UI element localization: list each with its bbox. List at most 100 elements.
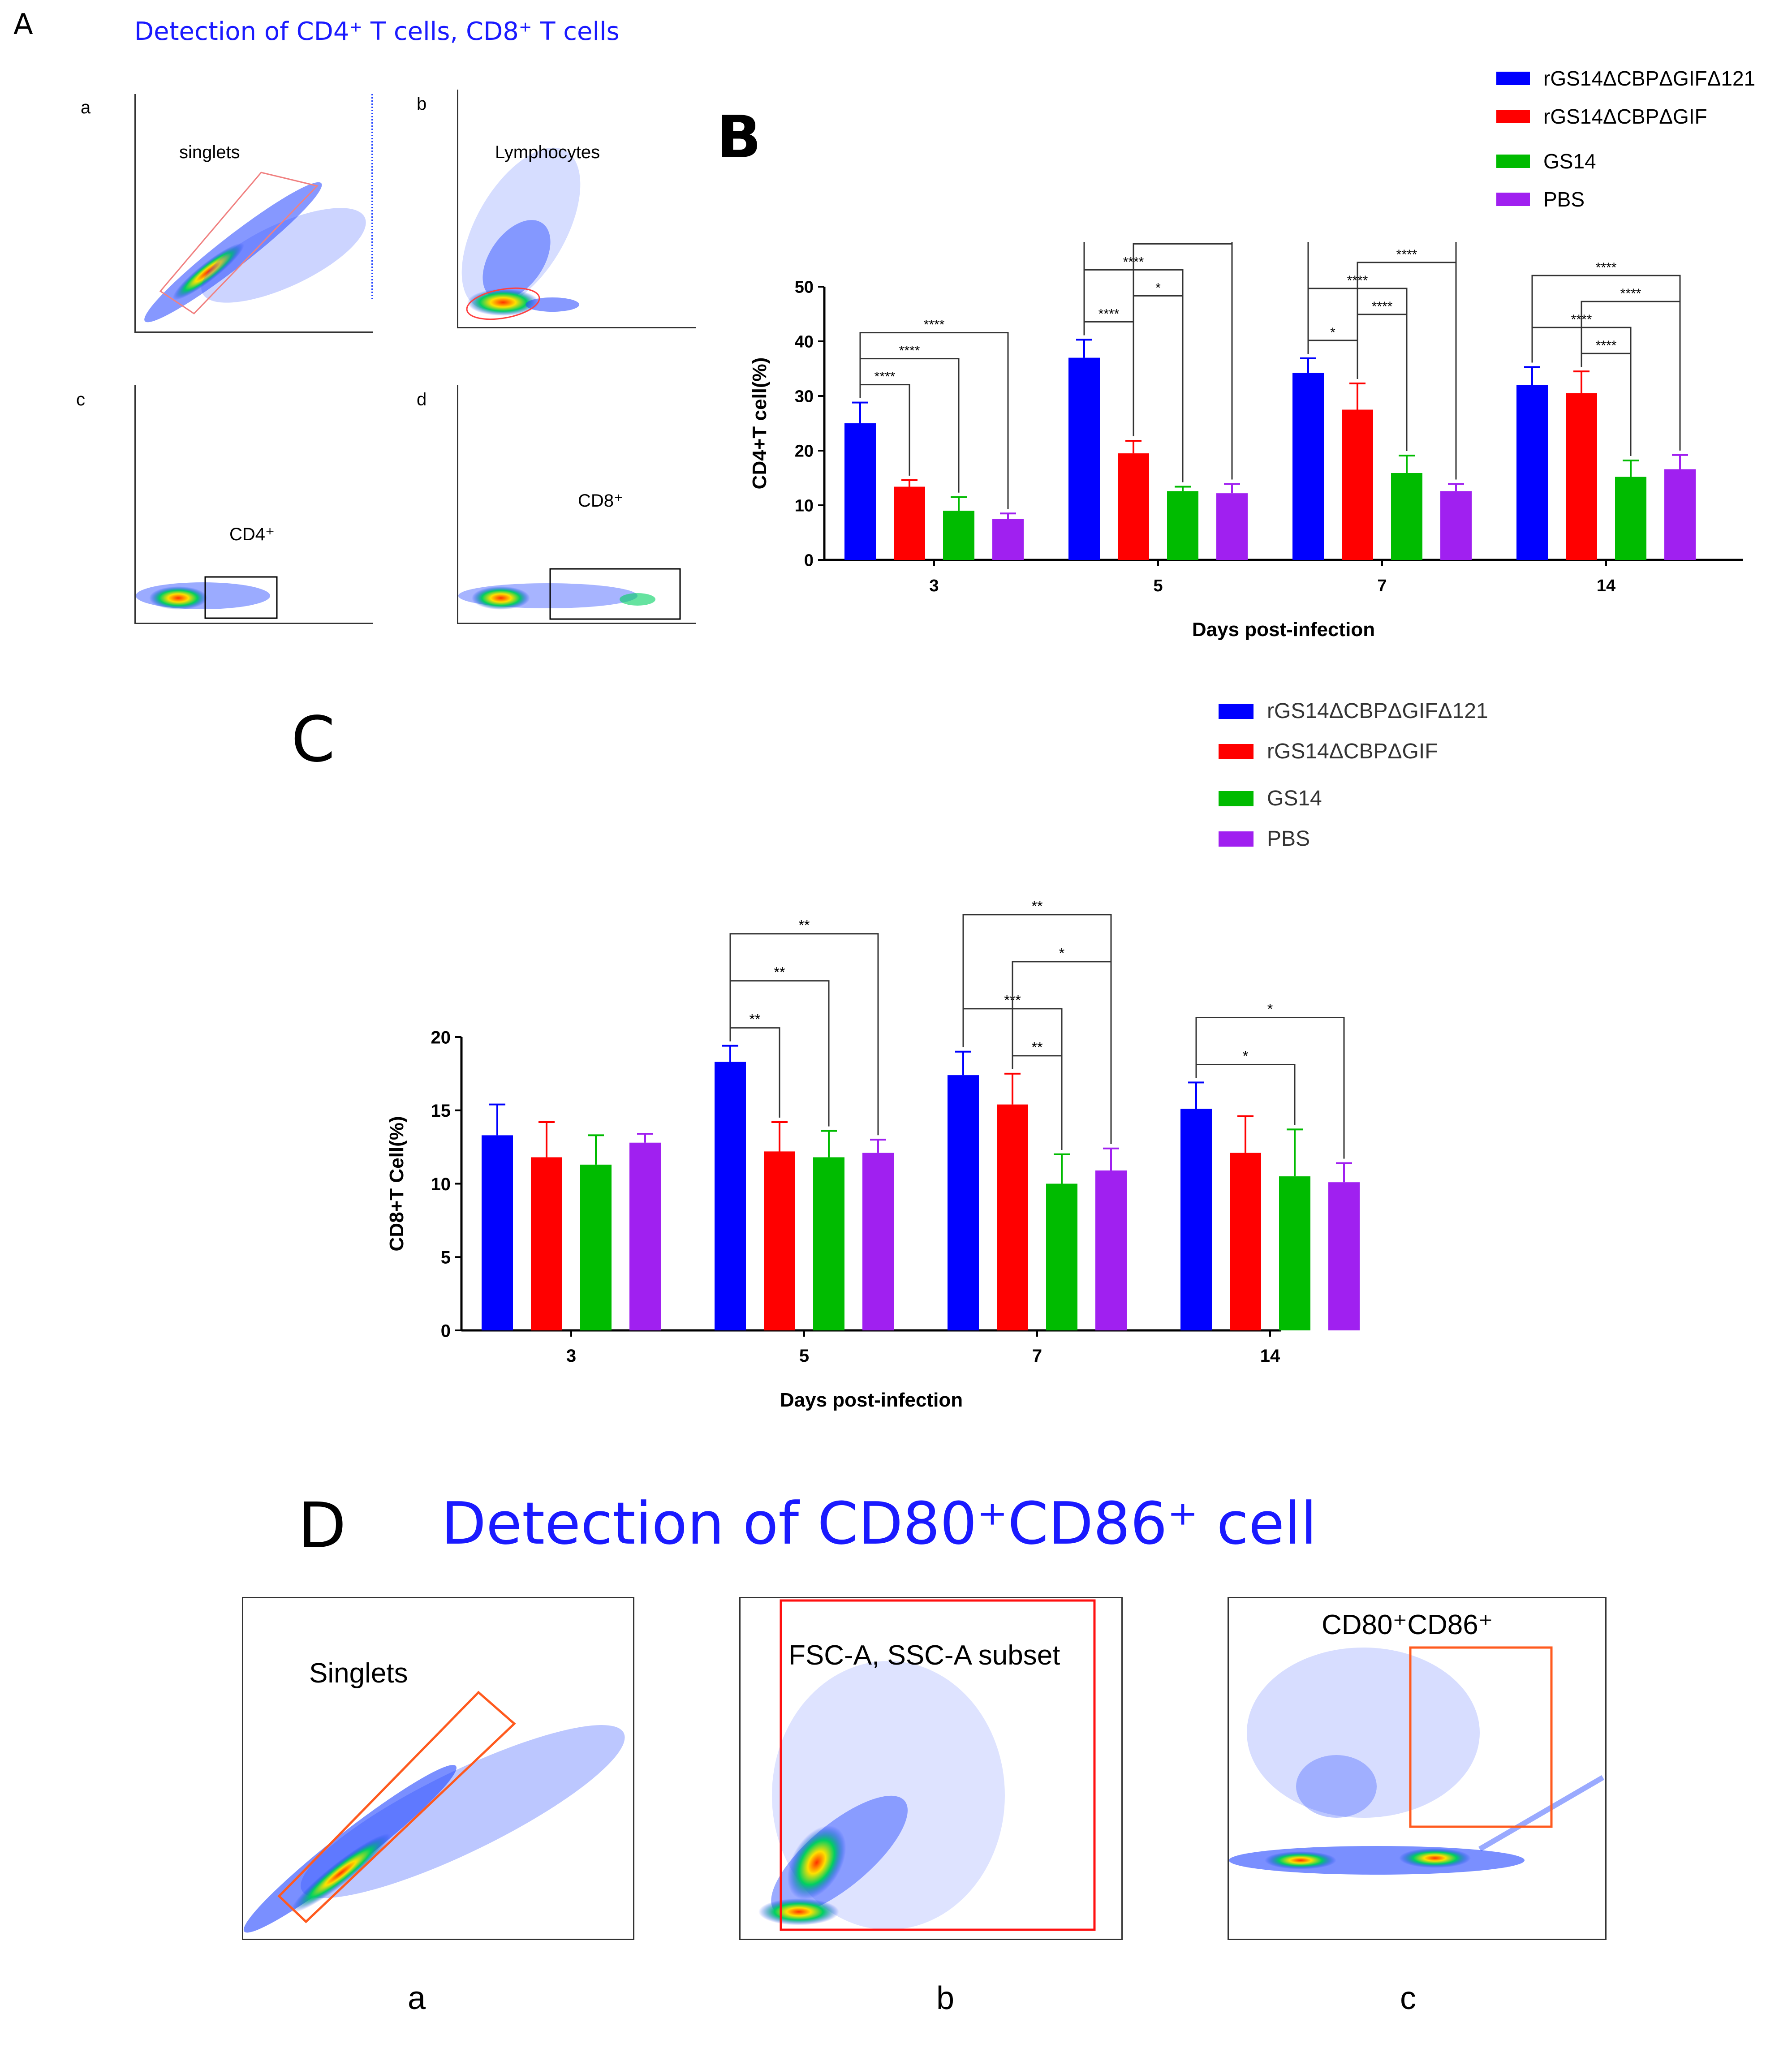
legend-b-item-2: GS14 (1496, 149, 1596, 173)
chart-c-significance: **************** (729, 898, 1345, 1159)
flow-plot-d-svg (458, 568, 681, 620)
chart-b-axes: 0 10 20 30 40 50 CD4+T cell(%) Days post-infect… (749, 278, 1743, 641)
significance-bracket (962, 914, 1112, 1144)
significance-label: ** (1032, 1039, 1043, 1055)
singlets-gate-a (159, 172, 319, 314)
significance-bracket (1307, 242, 1457, 480)
subset-gate-d-b (780, 1599, 1096, 1931)
bar-PBS-day-7 (1440, 491, 1472, 560)
significance-label: **** (874, 370, 896, 384)
singlets-gate-d-a (277, 1691, 516, 1923)
bar-rGS14ΔCBPΔGIF-day-14 (1230, 1153, 1261, 1330)
flow-plot-b-svg (461, 147, 581, 320)
bar-PBS-day-14 (1328, 1182, 1360, 1330)
panel-c-letter: C (291, 703, 335, 776)
significance-label: ** (774, 964, 785, 981)
flow-plot-d-b-subset (739, 1597, 1123, 1940)
y-axis-label: CD8+T Cell(%) (386, 1116, 408, 1252)
gate-label-d-subset: FSC-A, SSC-A subset (788, 1640, 1060, 1671)
significance-label: * (1267, 1001, 1273, 1017)
legend-b-swatch-2 (1496, 155, 1530, 168)
bar-GS14-day-3 (943, 511, 974, 560)
x-tick-label: 5 (1153, 577, 1163, 595)
bar-rGS14ΔCBPΔGIFΔ121-day-7 (1292, 373, 1324, 560)
significance-label: **** (1396, 247, 1417, 262)
significance-label: **** (1372, 299, 1393, 314)
bar-rGS14ΔCBPΔGIF-day-7 (1342, 409, 1373, 560)
chart-b-significance: ****************************************… (859, 242, 1681, 509)
cd8-gate-d (549, 568, 681, 620)
bar-PBS-day-3 (629, 1142, 661, 1330)
bar-GS14-day-7 (1391, 473, 1422, 560)
y-tick-label: 50 (795, 278, 814, 297)
significance-label: * (1059, 945, 1064, 961)
legend-c-swatch-3 (1219, 831, 1254, 847)
significance-label: ** (799, 917, 810, 934)
flow-plot-d-cd8 (457, 385, 696, 624)
legend-b-label-2: GS14 (1543, 150, 1596, 173)
bar-rGS14ΔCBPΔGIF-day-3 (894, 486, 925, 560)
flow-plot-d-c-svg (1229, 1646, 1605, 1875)
bar-GS14-day-14 (1615, 477, 1646, 560)
bar-GS14-day-5 (813, 1157, 844, 1330)
legend-b-item-0: rGS14ΔCBPΔGIFΔ121 (1496, 66, 1755, 90)
legend-c-item-1: rGS14ΔCBPΔGIF (1219, 739, 1438, 764)
legend-c-item-0: rGS14ΔCBPΔGIFΔ121 (1219, 699, 1488, 723)
chart-c-bars (482, 1045, 1360, 1330)
significance-label: * (1180, 242, 1185, 243)
bar-rGS14ΔCBPΔGIF-day-7 (997, 1104, 1028, 1330)
flow-plot-b-lymphocytes (457, 90, 696, 328)
legend-c-swatch-0 (1219, 703, 1254, 719)
legend-b-label-1: rGS14ΔCBPΔGIF (1543, 105, 1707, 128)
bar-GS14-day-3 (580, 1164, 612, 1330)
cd4-gate-c (204, 576, 278, 619)
legend-b-item-3: PBS (1496, 187, 1585, 211)
x-tick-label: 3 (929, 577, 939, 595)
legend-c-item-2: GS14 (1219, 786, 1322, 811)
bar-GS14-day-5 (1167, 491, 1198, 560)
x-tick-label: 7 (1377, 577, 1387, 595)
y-tick-label: 20 (431, 1028, 451, 1047)
panel-a-title: Detection of CD4⁺ T cells, CD8⁺ T cells (134, 17, 620, 46)
significance-bracket (1195, 1017, 1345, 1159)
panel-d-letter: D (298, 1489, 346, 1562)
significance-label: **** (899, 344, 920, 358)
panel-d-sub-a-letter: a (408, 1980, 426, 2016)
legend-b-swatch-1 (1496, 110, 1530, 123)
y-tick-label: 0 (441, 1321, 451, 1341)
legend-b-label-3: PBS (1543, 188, 1585, 211)
flow-plot-d-c-cd80cd86 (1228, 1597, 1607, 1940)
chart-c-axes: 0 5 10 15 20 CD8+T Cell(%) Days post-infection… (386, 1028, 1281, 1411)
y-tick-label: 20 (795, 442, 814, 461)
significance-bracket (729, 933, 879, 1136)
significance-label: **** (1098, 306, 1120, 321)
y-tick-label: 5 (441, 1248, 451, 1268)
significance-label: * (1155, 280, 1161, 295)
x-tick-label: 14 (1597, 577, 1615, 595)
bar-rGS14ΔCBPΔGIF-day-3 (531, 1157, 562, 1330)
significance-label: ** (750, 1011, 761, 1028)
legend-c-label-1: rGS14ΔCBPΔGIF (1267, 740, 1438, 763)
bar-rGS14ΔCBPΔGIF-day-5 (764, 1151, 795, 1330)
panel-d-sub-b-letter: b (936, 1980, 955, 2016)
legend-c-label-3: PBS (1267, 827, 1310, 851)
panel-d-title: Detection of CD80⁺CD86⁺ cell (441, 1489, 1317, 1558)
y-tick-label: 15 (431, 1101, 451, 1121)
y-tick-label: 10 (795, 497, 814, 516)
legend-c-swatch-1 (1219, 744, 1254, 759)
y-axis-label: CD4+T cell(%) (749, 357, 771, 490)
significance-label: **** (1596, 338, 1617, 353)
x-axis-label: Days post-infection (1192, 619, 1375, 641)
bar-PBS-day-7 (1095, 1170, 1127, 1330)
chart-c-cd8: 0 5 10 15 20 CD8+T Cell(%) Days post-infection… (386, 898, 1360, 1411)
panel-a-sub-c-letter: c (76, 390, 85, 409)
gate-label-d-cd80cd86: CD80⁺CD86⁺ (1322, 1609, 1493, 1640)
significance-label: **** (1620, 286, 1641, 301)
bar-PBS-day-14 (1664, 469, 1696, 560)
significance-label: * (1243, 1048, 1248, 1064)
gate-label-cd8: CD8⁺ (578, 491, 624, 511)
panel-d-sub-c-letter: c (1400, 1980, 1416, 2016)
bar-rGS14ΔCBPΔGIFΔ121-day-14 (1180, 1109, 1212, 1330)
panel-a-sub-a-letter: a (81, 98, 91, 117)
y-tick-label: 0 (804, 551, 814, 570)
